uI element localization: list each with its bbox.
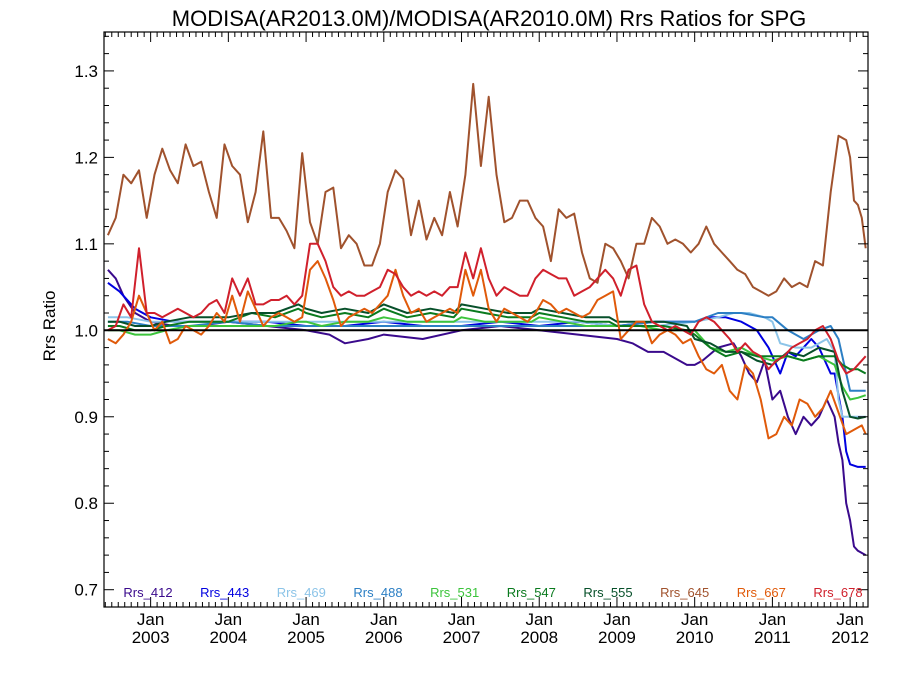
x-tick-month: Jan [448,610,475,629]
x-tick-year: 2007 [443,628,481,647]
x-tick-month: Jan [759,610,786,629]
plot-series [106,82,867,556]
x-tick-month: Jan [526,610,553,629]
x-tick-month: Jan [603,610,630,629]
series-line-rrs-678 [107,242,867,375]
y-axis-label: Rrs Ratio [40,291,59,362]
y-tick-label: 0.8 [74,494,98,513]
legend-item-rrs-488: Rrs_488 [353,585,402,600]
legend-item-rrs-443: Rrs_443 [200,585,249,600]
y-tick-label: 1.3 [74,62,98,81]
legend: Rrs_412 Rrs_443 Rrs_469 Rrs_488 Rrs_531 Rrs_5… [123,585,862,600]
series-line-rrs-443 [107,281,866,468]
y-tick-label: 0.7 [74,581,98,600]
legend-item-rrs-469: Rrs_469 [277,585,326,600]
legend-item-rrs-667: Rrs_667 [737,585,786,600]
y-tick-label: 1.1 [74,235,98,254]
y-tick-label: 1.2 [74,148,98,167]
x-tick-month: Jan [137,610,164,629]
chart-title: MODISA(AR2013.0M)/MODISA(AR2010.0M) Rrs … [172,6,807,31]
series-line-rrs-667 [107,260,867,440]
x-tick-labels: Jan2003Jan2004Jan2005Jan2006Jan2007Jan20… [132,610,869,647]
y-tick-labels: 0.7 0.8 0.9 1.0 1.1 1.2 1.3 [74,62,98,600]
legend-item-rrs-678: Rrs_678 [813,585,862,600]
x-tick-month: Jan [681,610,708,629]
series-line-rrs-645 [106,82,867,297]
x-tick-year: 2011 [754,628,791,647]
plot-frame [103,31,869,608]
legend-item-rrs-645: Rrs_645 [660,585,709,600]
x-tick-month: Jan [292,610,319,629]
x-tick-month: Jan [370,610,397,629]
legend-item-rrs-531: Rrs_531 [430,585,479,600]
x-tick-year: 2006 [365,628,403,647]
y-tick-label: 1.0 [74,321,98,340]
x-tick-year: 2009 [598,628,636,647]
x-tick-year: 2003 [132,628,170,647]
x-tick-year: 2010 [676,628,714,647]
legend-item-rrs-547: Rrs_547 [507,585,556,600]
x-tick-year: 2004 [209,628,247,647]
legend-item-rrs-555: Rrs_555 [583,585,632,600]
x-tick-month: Jan [215,610,242,629]
y-tick-label: 0.9 [74,408,98,427]
axis-ticks [104,32,868,607]
x-tick-year: 2008 [520,628,558,647]
x-tick-year: 2012 [831,628,869,647]
x-tick-year: 2005 [287,628,325,647]
legend-item-rrs-412: Rrs_412 [123,585,172,600]
x-tick-month: Jan [836,610,863,629]
